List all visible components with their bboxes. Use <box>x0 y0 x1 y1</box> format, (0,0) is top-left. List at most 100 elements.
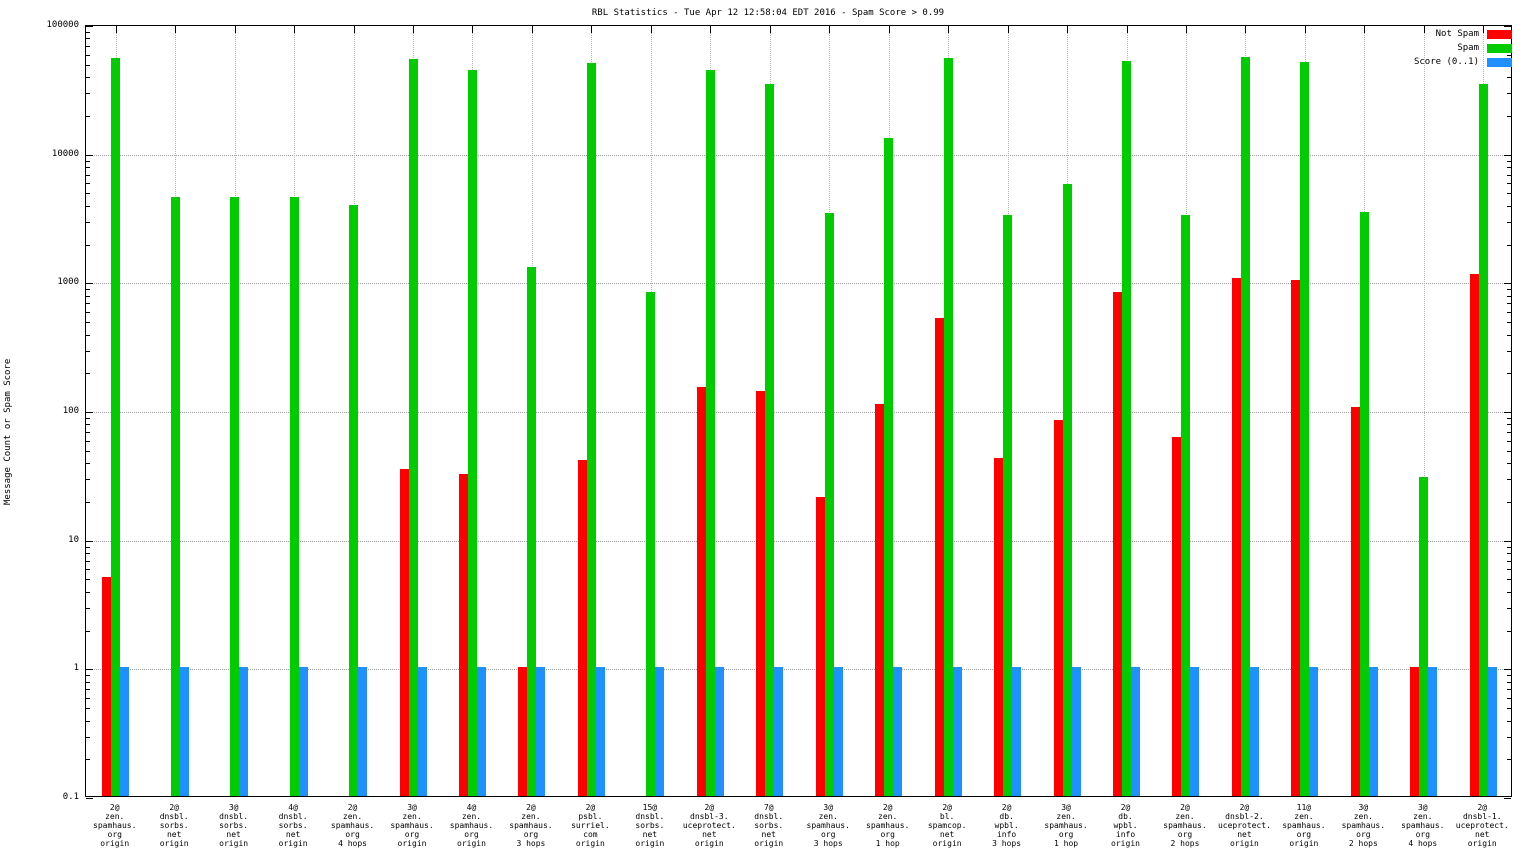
bar-score-0-1- <box>417 667 427 796</box>
x-tick-label: 3@ zen. spamhaus. org origin <box>390 803 434 848</box>
x-gridline <box>1423 26 1425 796</box>
y-minor-tick <box>86 93 90 95</box>
bar-score-0-1- <box>714 667 724 796</box>
bar-score-0-1- <box>536 667 546 796</box>
x-tick-label: 2@ dnsbl. sorbs. net origin <box>159 803 189 848</box>
y-minor-tick <box>1507 630 1511 632</box>
x-tick-label: 2@ zen. spamhaus. org 4 hops <box>330 803 375 848</box>
bar-score-0-1- <box>239 667 249 796</box>
bar-spam <box>1478 84 1488 796</box>
y-minor-tick <box>86 77 90 79</box>
x-tick <box>829 26 831 33</box>
bar-not-spam <box>518 667 528 796</box>
bar-spam <box>289 197 299 796</box>
y-minor-tick <box>86 736 90 738</box>
y-gridline <box>86 154 1511 156</box>
bar-not-spam <box>696 387 706 796</box>
y-tick-label: 0.1 <box>62 792 79 802</box>
bar-not-spam <box>1172 436 1182 796</box>
y-minor-tick <box>86 463 90 465</box>
y-minor-tick <box>1507 193 1511 195</box>
legend-label-spam: Spam <box>1457 43 1479 53</box>
x-tick-label: 2@ bl. spamcop. net origin <box>927 803 967 848</box>
y-minor-tick <box>1507 569 1511 571</box>
y-tick-label: 100000 <box>46 20 79 30</box>
y-minor-tick <box>1507 77 1511 79</box>
x-tick-label: 2@ db. wpbl. info 3 hops <box>992 803 1022 848</box>
y-major-tick <box>86 669 93 671</box>
y-minor-tick <box>1507 591 1511 593</box>
y-minor-tick <box>1507 759 1511 761</box>
y-minor-tick <box>86 450 90 452</box>
y-major-tick <box>86 283 93 285</box>
y-minor-tick <box>86 322 90 324</box>
y-tick-label: 1000 <box>57 277 79 288</box>
y-axis-label: Message Count or Spam Score <box>3 358 13 506</box>
bar-score-0-1- <box>476 667 486 796</box>
x-tick-label: 2@ zen. spamhaus. org 3 hops <box>509 803 553 848</box>
legend-item-not-spam: Not Spam <box>1436 29 1512 39</box>
bar-spam <box>1240 57 1250 796</box>
y-minor-tick <box>1507 244 1511 246</box>
bar-score-0-1- <box>1309 667 1319 796</box>
x-tick <box>948 26 950 33</box>
bar-not-spam <box>934 317 944 796</box>
bar-not-spam <box>1231 278 1241 796</box>
bar-not-spam <box>815 497 825 796</box>
bar-spam <box>230 197 240 796</box>
bar-not-spam <box>756 391 766 796</box>
bar-not-spam <box>1113 291 1123 796</box>
y-minor-tick <box>86 350 90 352</box>
y-minor-tick <box>86 167 90 169</box>
bar-spam <box>586 62 596 796</box>
y-minor-tick <box>1507 431 1511 433</box>
y-minor-tick <box>1507 501 1511 503</box>
y-minor-tick <box>86 501 90 503</box>
y-minor-tick <box>1507 205 1511 207</box>
y-major-tick <box>1504 26 1511 27</box>
x-tick-label: 2@ zen. spamhaus. org origin <box>93 803 137 848</box>
y-minor-tick <box>86 38 90 40</box>
y-minor-tick <box>86 311 90 313</box>
x-tick <box>1245 26 1247 33</box>
y-minor-tick <box>86 675 90 677</box>
y-minor-tick <box>1507 167 1511 169</box>
bar-score-0-1- <box>595 667 605 796</box>
y-minor-tick <box>86 759 90 761</box>
x-tick <box>1364 26 1366 33</box>
y-major-tick <box>86 412 93 413</box>
y-minor-tick <box>1507 479 1511 481</box>
bar-not-spam <box>1350 407 1360 796</box>
x-tick <box>1126 26 1128 33</box>
y-minor-tick <box>1507 579 1511 581</box>
x-tick-label: 2@ dnsbl-1. uceprotect. net origin <box>1455 803 1509 848</box>
y-major-tick <box>1504 412 1511 413</box>
y-minor-tick <box>86 607 90 609</box>
y-minor-tick <box>1507 174 1511 176</box>
y-gridline <box>86 540 1511 542</box>
bar-spam <box>1122 60 1132 796</box>
x-tick <box>769 26 771 33</box>
y-minor-tick <box>86 553 90 555</box>
bar-not-spam <box>1469 274 1479 796</box>
plot-area <box>85 25 1512 799</box>
y-minor-tick <box>86 289 90 291</box>
y-minor-tick <box>86 591 90 593</box>
y-minor-tick <box>1507 183 1511 185</box>
y-minor-tick <box>86 579 90 581</box>
y-tick-label: 10 <box>68 534 79 545</box>
y-minor-tick <box>86 64 90 66</box>
y-minor-tick <box>86 373 90 375</box>
y-tick-label: 100 <box>62 406 79 416</box>
y-minor-tick <box>86 431 90 433</box>
bar-score-0-1- <box>1249 667 1259 796</box>
y-minor-tick <box>1507 450 1511 452</box>
y-gridline <box>86 412 1511 413</box>
y-minor-tick <box>86 115 90 117</box>
bar-not-spam <box>399 468 409 796</box>
bar-spam <box>408 59 418 796</box>
x-tick-label: 3@ zen. spamhaus. org 3 hops <box>806 803 850 848</box>
bar-spam <box>824 212 834 796</box>
legend-label-score: Score (0..1) <box>1413 57 1479 67</box>
y-minor-tick <box>1507 689 1511 691</box>
